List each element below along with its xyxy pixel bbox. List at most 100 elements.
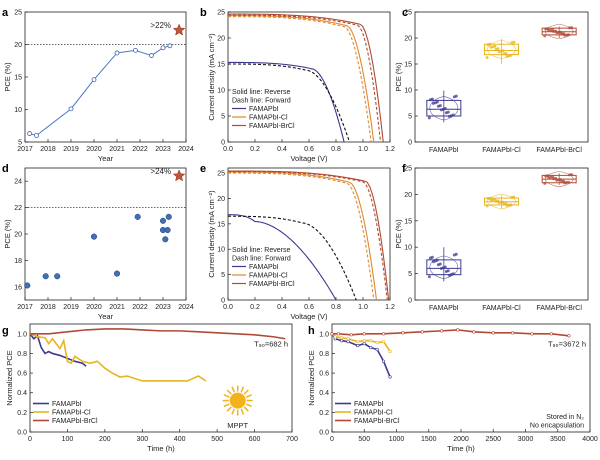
y-tick-label: 20: [14, 42, 22, 49]
data-point: [356, 340, 360, 344]
series-line: [228, 171, 378, 301]
legend-label: FAMAPbI-Cl: [249, 115, 288, 122]
x-tick-label: 1500: [421, 436, 437, 443]
highlight-star-icon: [172, 169, 186, 182]
data-point: [167, 43, 173, 49]
x-tick-label: 0.2: [250, 146, 260, 153]
x-tick-label: 700: [286, 436, 298, 443]
box-data-point: [547, 28, 551, 32]
series-line: [228, 172, 375, 301]
series-line: [228, 14, 382, 143]
x-tick-label: 0.6: [304, 304, 314, 311]
y-tick-label: 5: [221, 114, 225, 121]
x-tick-label: 2500: [485, 436, 501, 443]
panel-letter: a: [2, 7, 9, 19]
series-line: [331, 333, 391, 378]
panel-letter: f: [402, 163, 406, 175]
y-axis-label: PCE (%): [394, 219, 403, 249]
box-body: [426, 259, 462, 276]
y-tick-label: 0.2: [17, 410, 27, 417]
box-data-point: [447, 273, 451, 277]
box-data-point: [568, 26, 572, 30]
x-tick-label: 0: [330, 436, 334, 443]
box-data-point: [436, 263, 440, 267]
y-axis-label: PCE (%): [394, 62, 403, 92]
x-tick-label: 2020: [86, 146, 102, 153]
data-point: [91, 77, 97, 82]
data-point: [491, 331, 495, 335]
x-tick-label: 0.4: [277, 304, 287, 311]
legend-label: FAMAPbI-BrCl: [354, 418, 400, 425]
annotation-label: T₉₀=3672 h: [548, 340, 586, 349]
legend-label: FAMAPbI-BrCl: [249, 281, 295, 288]
x-tick-label: 300: [136, 436, 148, 443]
data-point: [356, 344, 360, 348]
x-tick-label: 3500: [550, 436, 566, 443]
data-point: [333, 335, 337, 339]
data-point: [346, 340, 350, 344]
y-tick-label: 20: [217, 36, 225, 43]
series-line: [228, 63, 351, 143]
series-line: [29, 45, 171, 137]
data-point: [330, 332, 334, 336]
data-point: [510, 331, 515, 335]
data-point: [362, 339, 366, 343]
sun-icon: [229, 392, 246, 409]
plot-frame: [414, 167, 589, 301]
y-tick-label: 25: [217, 171, 225, 178]
box-data-point: [543, 181, 547, 185]
y-tick-label: 0.2: [319, 410, 329, 417]
y-tick-label: 22: [14, 205, 22, 212]
box-data-point: [552, 177, 556, 181]
y-axis-label: Current density (mA cm⁻²): [207, 33, 216, 121]
y-axis-label: Normalized PCE: [5, 350, 14, 405]
sun-ray-icon: [226, 389, 232, 395]
legend-label: FAMAPbI-Cl: [354, 410, 393, 417]
y-tick-label: 24: [14, 179, 22, 186]
data-point: [375, 341, 379, 345]
data-point: [160, 45, 166, 51]
box-data-point: [510, 41, 514, 45]
x-tick-label: 2019: [63, 146, 79, 153]
sun-ray-icon: [243, 406, 249, 412]
series-line: [29, 333, 207, 382]
y-tick-label: 20: [217, 196, 225, 203]
plot-frame: [24, 11, 187, 143]
data-point: [340, 339, 344, 343]
x-tick-label: 2017: [17, 304, 33, 311]
y-tick-label: 15: [14, 75, 22, 82]
data-point: [34, 133, 39, 138]
y-tick-label: 5: [408, 114, 412, 121]
box-data-point: [439, 108, 443, 112]
data-point: [90, 233, 98, 240]
y-tick-label: 10: [14, 107, 22, 114]
series-line: [228, 215, 357, 301]
x-tick-label: 100: [62, 436, 74, 443]
x-tick-label: 0.2: [250, 304, 260, 311]
data-point: [530, 332, 534, 336]
plot-frame: [24, 167, 187, 301]
data-point: [362, 332, 366, 336]
box-data-point: [555, 178, 559, 182]
box-data-point: [431, 260, 435, 264]
y-tick-label: 10: [217, 247, 225, 254]
y-tick-label: 15: [404, 62, 412, 69]
y-tick-label: 0.0: [17, 430, 27, 437]
legend-label: FAMAPbI-Cl: [52, 410, 91, 417]
y-axis-label: Current density (mA cm⁻²): [207, 190, 216, 278]
data-point: [132, 47, 138, 53]
x-tick-label: 2020: [86, 304, 102, 311]
y-tick-label: 0: [221, 298, 225, 305]
box-data-point: [452, 253, 456, 257]
sun-ray-icon: [223, 394, 230, 398]
box-data-point: [497, 201, 501, 205]
legend-label: FAMAPbI: [249, 106, 279, 113]
y-tick-label: 20: [14, 232, 22, 239]
series-line: [228, 171, 388, 301]
data-point: [382, 340, 386, 344]
sun-ray-icon: [240, 408, 245, 415]
y-tick-label: 16: [14, 284, 22, 291]
data-point: [388, 375, 392, 379]
data-point: [113, 270, 121, 277]
x-tick-label: 0.0: [223, 304, 233, 311]
